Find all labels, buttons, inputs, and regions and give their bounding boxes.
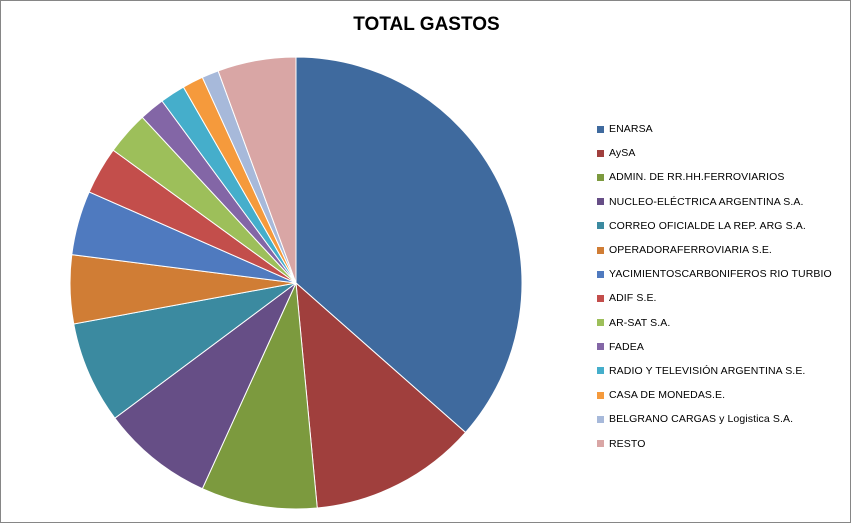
- legend-swatch: [597, 173, 604, 181]
- legend-label: AySA: [609, 147, 636, 160]
- legend-item: ENARSA: [597, 117, 847, 141]
- legend: ENARSA AySA ADMIN. DE RR.HH.FERROVIARIOS NU…: [597, 117, 847, 456]
- legend-swatch: [597, 319, 604, 327]
- legend-item: BELGRANO CARGAS y Logistica S.A.: [597, 407, 847, 431]
- legend-swatch: [597, 125, 604, 133]
- pie-slice: [73, 282, 297, 419]
- legend-swatch: [597, 270, 604, 278]
- legend-swatch: [597, 222, 604, 230]
- legend-swatch: [597, 415, 604, 423]
- legend-item: OPERADORAFERROVIARIA S.E.: [597, 238, 847, 262]
- legend-label: OPERADORAFERROVIARIA S.E.: [609, 244, 772, 257]
- legend-label: RESTO: [609, 437, 646, 450]
- legend-label: FADEA: [609, 340, 644, 353]
- legend-item: NUCLEO-ELÉCTRICA ARGENTINA S.A.: [597, 190, 847, 214]
- legend-label: ADIF S.E.: [609, 292, 657, 305]
- legend-item: RADIO Y TELEVISIÓN ARGENTINA S.E.: [597, 359, 847, 383]
- legend-label: AR-SAT S.A.: [609, 316, 671, 329]
- legend-item: YACIMIENTOSCARBONIFEROS RIO TURBIO: [597, 262, 847, 286]
- pie-slice: [114, 282, 297, 490]
- legend-swatch: [597, 440, 604, 448]
- legend-item: ADMIN. DE RR.HH.FERROVIARIOS: [597, 165, 847, 189]
- pie-slice: [295, 56, 523, 434]
- legend-label: CASA DE MONEDAS.E.: [609, 389, 726, 402]
- legend-swatch: [597, 149, 604, 157]
- legend-swatch: [597, 246, 604, 254]
- pie-slice: [217, 56, 297, 284]
- legend-item: ADIF S.E.: [597, 286, 847, 310]
- pie-slice: [295, 281, 467, 509]
- legend-label: CORREO OFICIALDE LA REP. ARG S.A.: [609, 219, 806, 232]
- legend-label: BELGRANO CARGAS y Logistica S.A.: [609, 413, 794, 426]
- chart-title: TOTAL GASTOS: [353, 14, 500, 35]
- legend-label: ADMIN. DE RR.HH.FERROVIARIOS: [609, 171, 785, 184]
- legend-label: ENARSA: [609, 123, 653, 136]
- legend-item: RESTO: [597, 431, 847, 455]
- legend-label: YACIMIENTOSCARBONIFEROS RIO TURBIO: [609, 268, 832, 281]
- legend-swatch: [597, 343, 604, 351]
- legend-swatch: [597, 391, 604, 399]
- legend-swatch: [597, 367, 604, 375]
- legend-item: CORREO OFICIALDE LA REP. ARG S.A.: [597, 214, 847, 238]
- legend-swatch: [597, 294, 604, 302]
- legend-label: NUCLEO-ELÉCTRICA ARGENTINA S.A.: [609, 195, 804, 208]
- legend-item: CASA DE MONEDAS.E.: [597, 383, 847, 407]
- legend-item: AR-SAT S.A.: [597, 311, 847, 335]
- legend-label: RADIO Y TELEVISIÓN ARGENTINA S.E.: [609, 364, 806, 377]
- legend-item: AySA: [597, 141, 847, 165]
- legend-item: FADEA: [597, 335, 847, 359]
- pie-slice: [201, 281, 318, 510]
- legend-swatch: [597, 198, 604, 206]
